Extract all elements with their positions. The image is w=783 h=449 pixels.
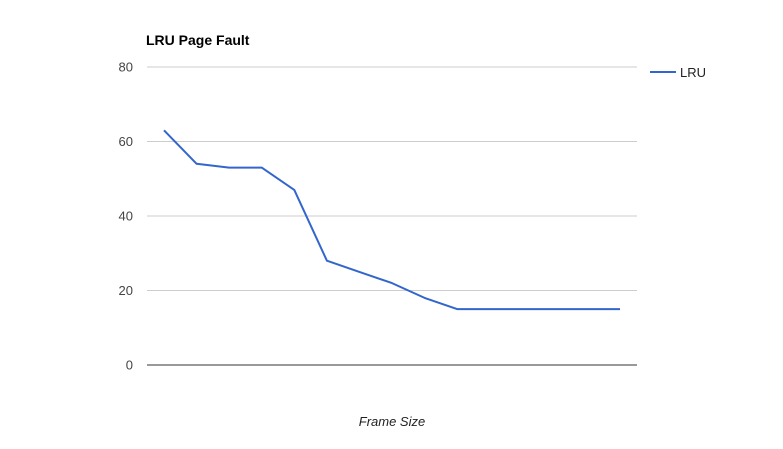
series-lines [164,130,620,309]
chart-title: LRU Page Fault [146,32,250,48]
y-tick-label: 60 [119,134,133,149]
gridlines [147,67,637,365]
y-axis-tick-labels: 0 20 40 60 80 [119,60,133,373]
y-tick-label: 40 [119,209,133,224]
y-tick-label: 0 [126,358,133,373]
legend[interactable]: LRU [650,65,706,80]
y-tick-label: 20 [119,283,133,298]
x-axis-title: Frame Size [359,414,425,429]
y-tick-label: 80 [119,60,133,75]
legend-label-lru: LRU [680,65,706,80]
series-line-lru[interactable] [164,130,620,309]
